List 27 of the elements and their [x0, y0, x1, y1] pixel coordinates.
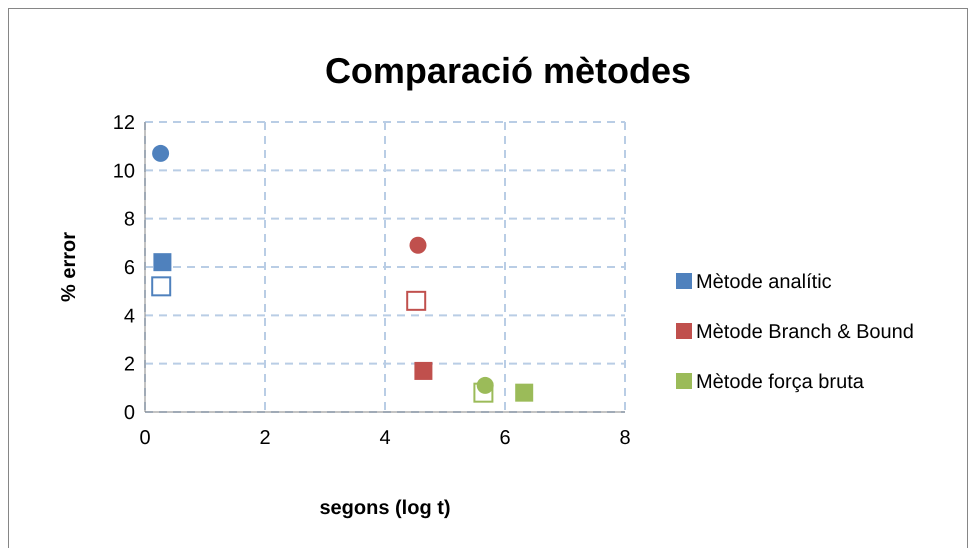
point: [473, 382, 494, 403]
y-tick-label: 0: [124, 402, 135, 424]
point: [152, 144, 170, 162]
legend-label: Mètode força bruta: [696, 371, 865, 393]
y-axis-title: % error: [58, 232, 80, 302]
y-tick-label: 4: [124, 305, 135, 328]
point: [515, 384, 534, 402]
point: [414, 362, 432, 380]
legend-label: Mètode analític: [696, 271, 832, 293]
y-tick-label: 8: [124, 208, 135, 231]
point: [406, 290, 426, 311]
y-tick-label: 2: [124, 354, 135, 376]
y-tick-label: 6: [124, 257, 135, 279]
y-tick-label: 12: [112, 112, 135, 134]
point: [151, 276, 172, 296]
point: [153, 253, 172, 272]
x-tick-label: 6: [499, 427, 511, 449]
x-tick-label: 2: [259, 427, 271, 449]
chart-title: Comparació mètodes: [324, 50, 692, 91]
x-tick-label: 0: [139, 427, 151, 449]
legend-label: Mètode Branch & Bound: [696, 321, 914, 343]
x-tick-label: 4: [379, 427, 391, 449]
x-tick-label: 8: [619, 427, 631, 449]
point: [410, 236, 426, 254]
x-axis-title: segons (log t): [319, 497, 451, 519]
y-tick-label: 10: [112, 160, 135, 182]
point: [476, 376, 494, 394]
